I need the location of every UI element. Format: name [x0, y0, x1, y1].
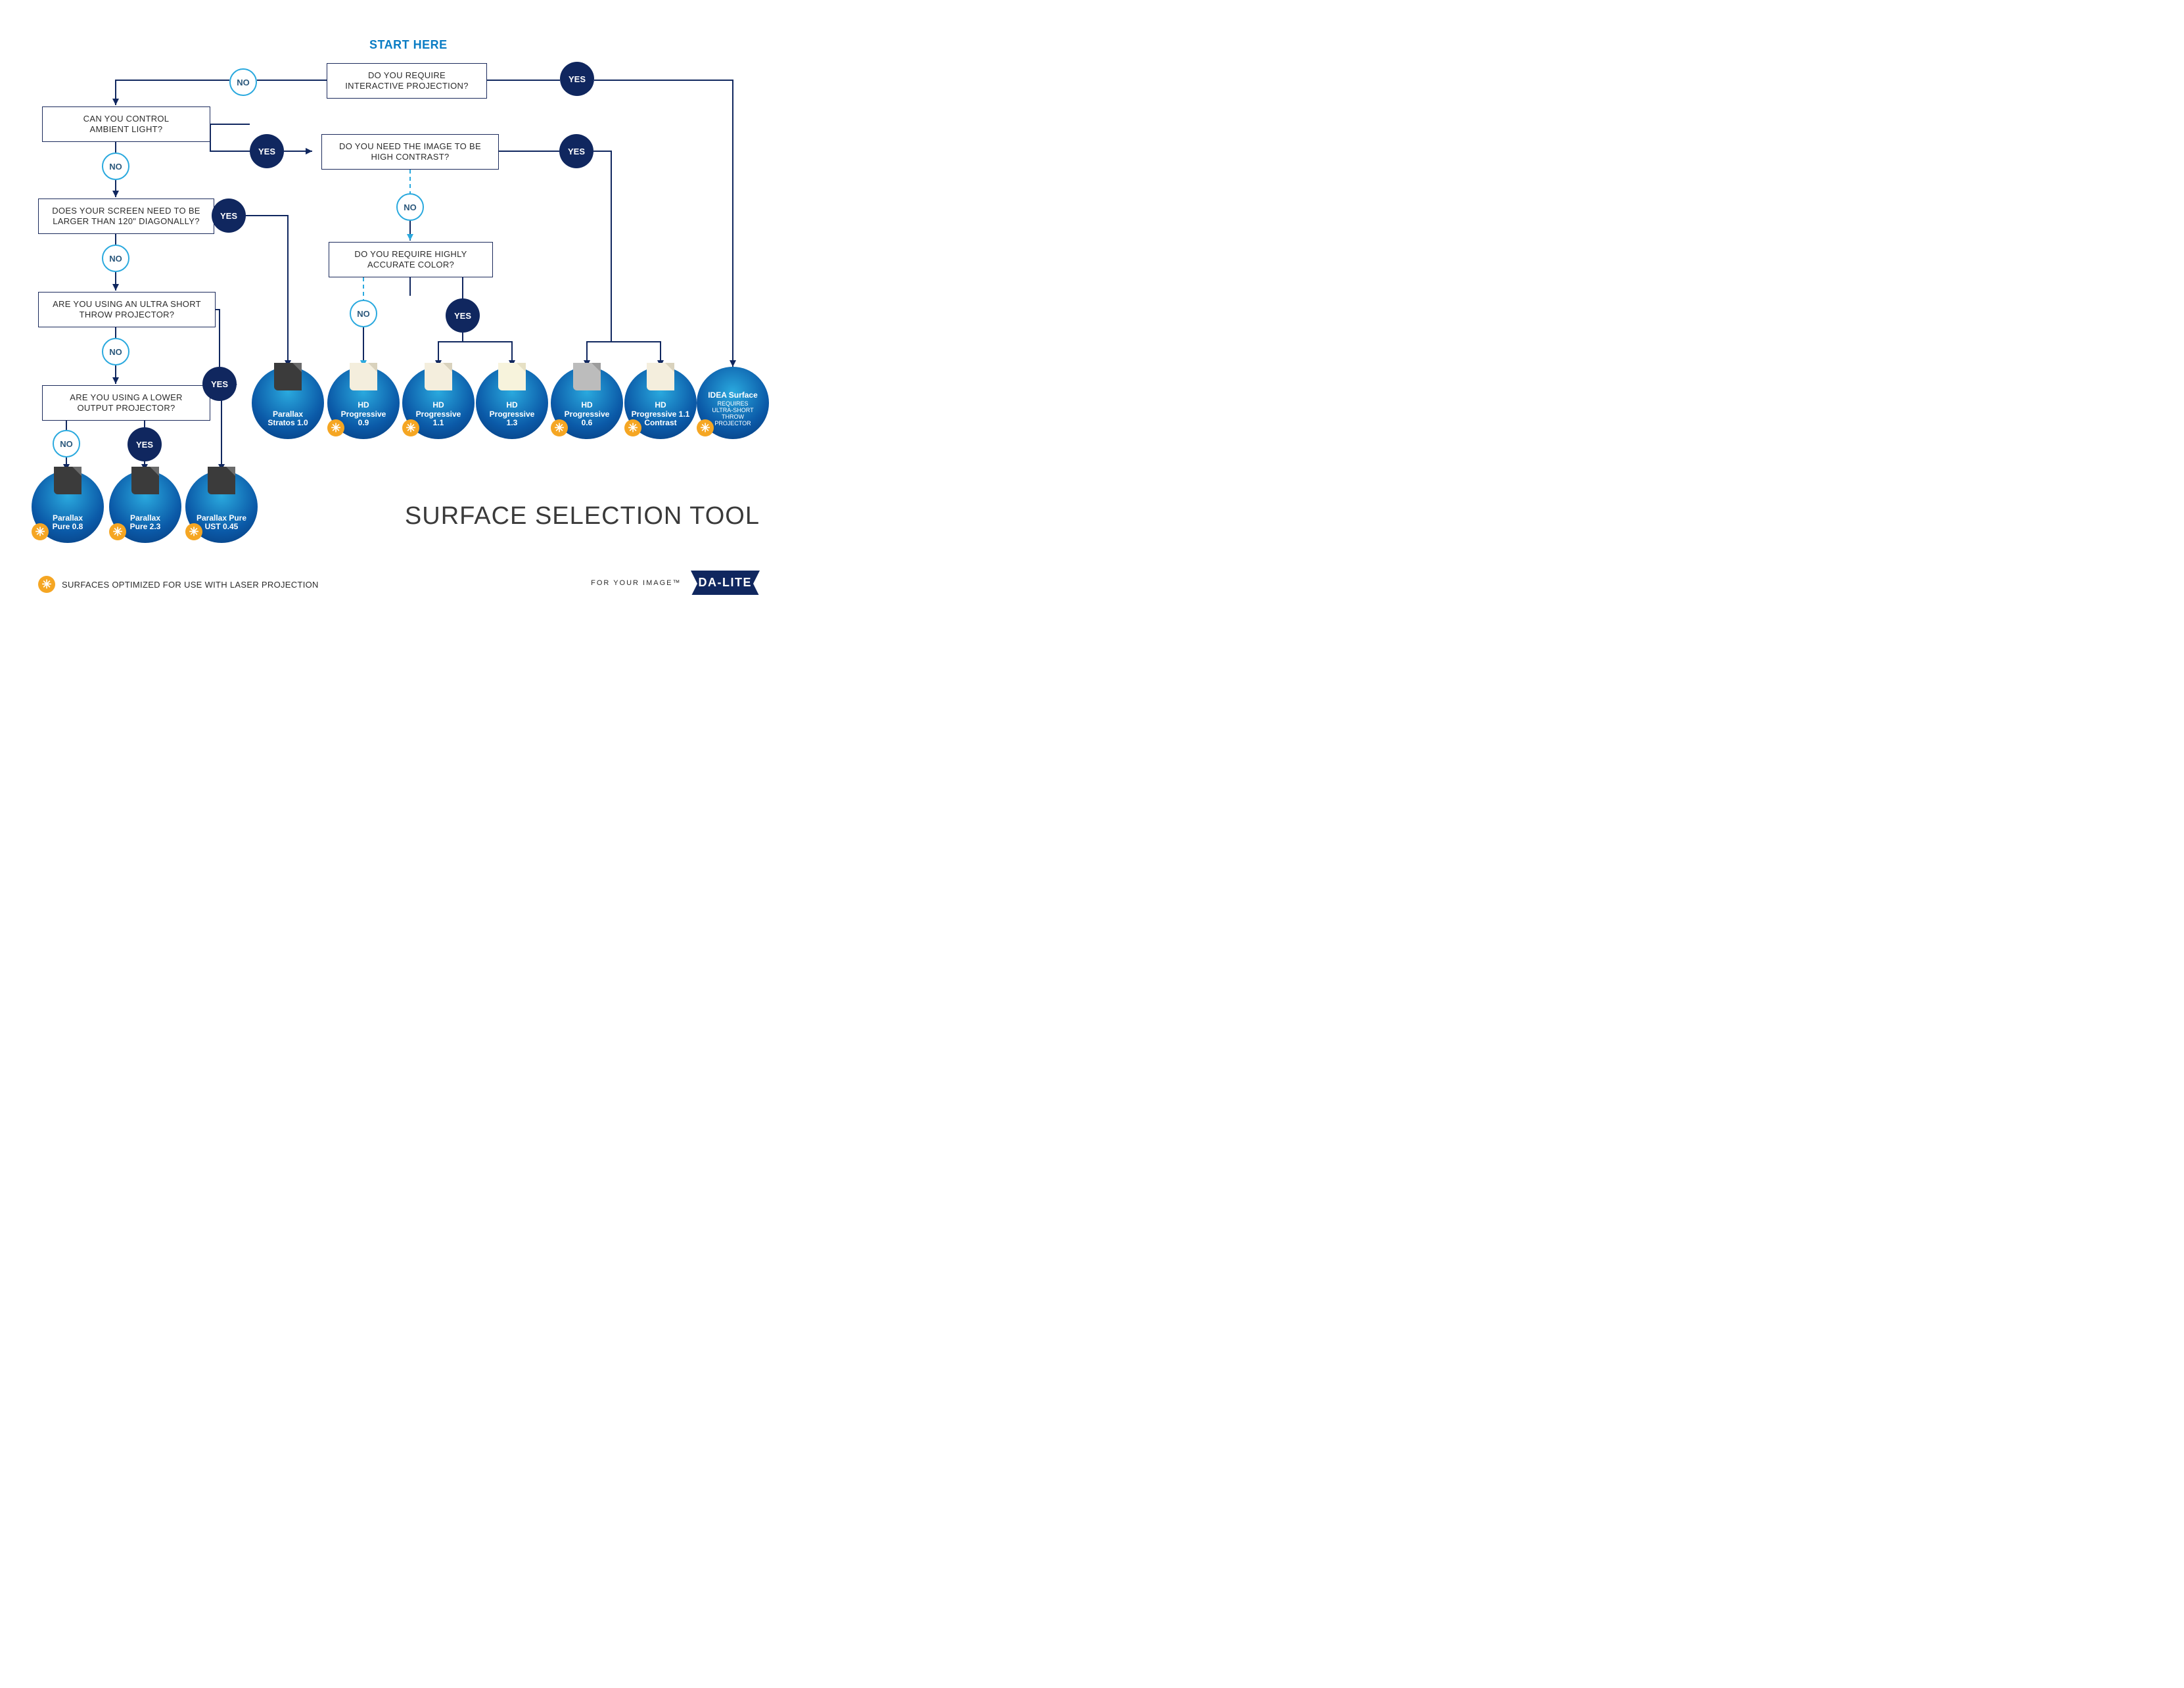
- brand-logo: DA-LITE: [691, 571, 760, 595]
- product-name: HDProgressive1.1: [411, 401, 467, 427]
- yes-badge: YES: [446, 298, 480, 333]
- product-name: ParallaxPure 2.3: [125, 514, 166, 531]
- brand-tagline: FOR YOUR IMAGE™: [591, 579, 681, 587]
- flowchart-canvas: START HERE SURFACE SELECTION TOOL SURFAC…: [0, 0, 789, 611]
- swatch-icon: [208, 467, 235, 494]
- swatch-icon: [647, 363, 674, 390]
- star-icon: ✳: [402, 419, 419, 436]
- start-here-label: START HERE: [369, 38, 448, 52]
- yes-badge: YES: [559, 134, 593, 168]
- question-q6: ARE YOU USING AN ULTRA SHORTTHROW PROJEC…: [38, 292, 216, 327]
- legend-text: SURFACES OPTIMIZED FOR USE WITH LASER PR…: [62, 580, 319, 590]
- product-name: ParallaxStratos 1.0: [262, 410, 313, 427]
- star-icon: ✳: [624, 419, 641, 436]
- no-badge: NO: [102, 338, 129, 365]
- yes-badge: YES: [212, 199, 246, 233]
- swatch-icon: [425, 363, 452, 390]
- star-icon: ✳: [327, 419, 344, 436]
- question-q5: DO YOU REQUIRE HIGHLYACCURATE COLOR?: [329, 242, 493, 277]
- swatch-icon: [131, 467, 159, 494]
- question-q3: DO YOU NEED THE IMAGE TO BEHIGH CONTRAST…: [321, 134, 499, 170]
- product-name: ParallaxPure 0.8: [47, 514, 89, 531]
- page-title: SURFACE SELECTION TOOL: [405, 502, 760, 530]
- no-badge: NO: [396, 193, 424, 221]
- no-badge: NO: [350, 300, 377, 327]
- star-icon: ✳: [38, 576, 55, 593]
- no-badge: NO: [53, 430, 80, 457]
- product-name: IDEA Surface: [703, 391, 763, 400]
- product-name: HDProgressive0.6: [559, 401, 615, 427]
- product-p4: ParallaxStratos 1.0: [252, 367, 324, 439]
- star-icon: ✳: [109, 523, 126, 540]
- star-icon: ✳: [32, 523, 49, 540]
- question-q7: ARE YOU USING A LOWEROUTPUT PROJECTOR?: [42, 385, 210, 421]
- swatch-icon: [54, 467, 81, 494]
- star-icon: ✳: [551, 419, 568, 436]
- swatch-icon: [573, 363, 601, 390]
- question-q4: DOES YOUR SCREEN NEED TO BELARGER THAN 1…: [38, 199, 214, 234]
- product-name: HDProgressive1.3: [484, 401, 540, 427]
- question-q1: DO YOU REQUIREINTERACTIVE PROJECTION?: [327, 63, 487, 99]
- yes-badge: YES: [250, 134, 284, 168]
- star-icon: ✳: [185, 523, 202, 540]
- swatch-icon: [274, 363, 302, 390]
- star-icon: ✳: [697, 419, 714, 436]
- yes-badge: YES: [128, 427, 162, 461]
- no-badge: NO: [102, 245, 129, 272]
- product-p7: HDProgressive1.3: [476, 367, 548, 439]
- no-badge: NO: [102, 152, 129, 180]
- product-name: HDProgressive0.9: [336, 401, 392, 427]
- swatch-icon: [350, 363, 377, 390]
- yes-badge: YES: [202, 367, 237, 401]
- no-badge: NO: [229, 68, 257, 96]
- question-q2: CAN YOU CONTROLAMBIENT LIGHT?: [42, 106, 210, 142]
- swatch-icon: [498, 363, 526, 390]
- yes-badge: YES: [560, 62, 594, 96]
- brand-footer: FOR YOUR IMAGE™ DA-LITE: [591, 571, 760, 595]
